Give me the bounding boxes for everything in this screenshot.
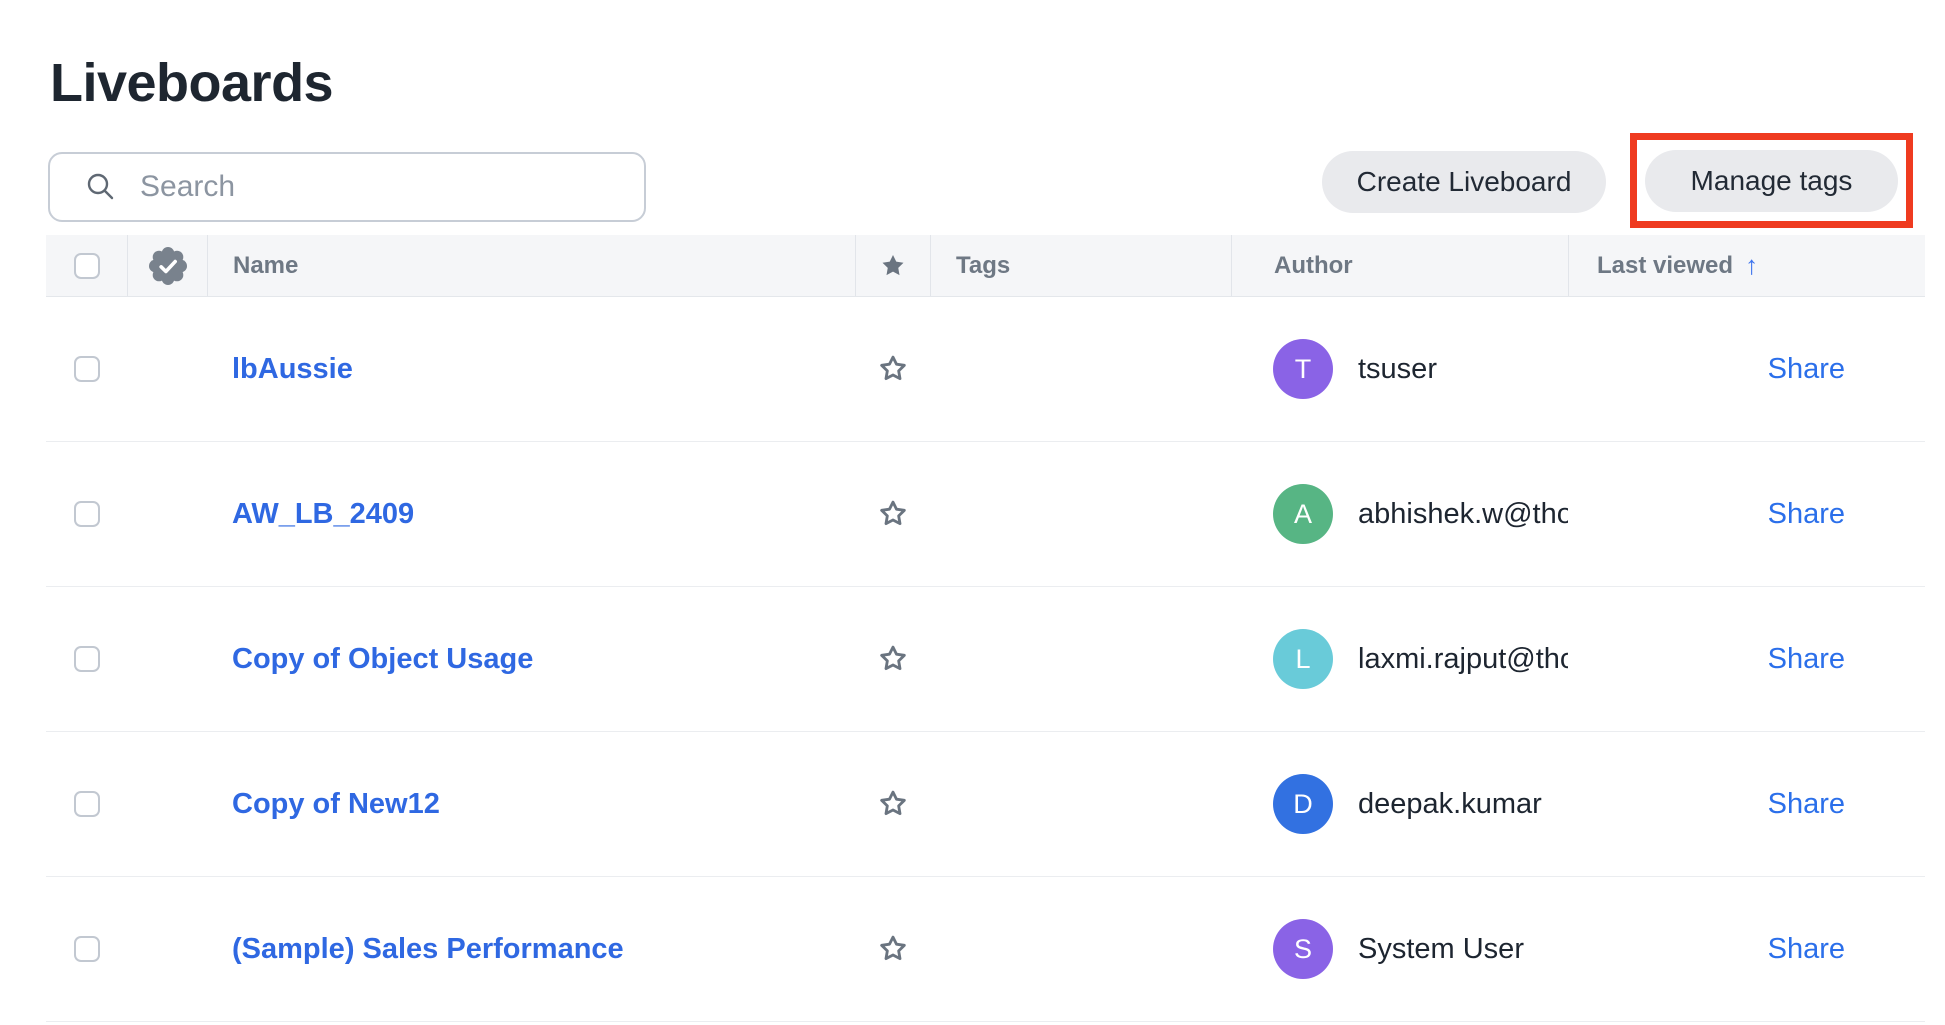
select-all-checkbox[interactable] [73, 252, 100, 279]
row-verified-cell [127, 587, 207, 731]
star-outline-icon [879, 645, 906, 671]
row-tags-cell [930, 442, 1231, 586]
column-header-author[interactable]: Author [1231, 235, 1568, 296]
author-avatar: D [1273, 774, 1333, 834]
row-tags-cell [930, 297, 1231, 441]
row-checkbox[interactable] [73, 356, 100, 382]
favorite-star-button[interactable] [876, 352, 910, 386]
author-name: laxmi.rajput@thc [1358, 642, 1568, 675]
header-select-all-cell [46, 235, 127, 296]
share-link[interactable]: Share [1767, 787, 1845, 820]
manage-tags-button[interactable]: Manage tags [1645, 149, 1898, 212]
share-link[interactable]: Share [1767, 642, 1845, 675]
liveboard-name-link[interactable]: AW_LB_2409 [232, 497, 415, 530]
author-name: System User [1358, 932, 1524, 965]
star-outline-icon [879, 500, 906, 526]
favorite-star-button[interactable] [876, 642, 910, 676]
row-verified-cell [127, 297, 207, 441]
row-verified-cell [127, 732, 207, 876]
author-avatar: S [1273, 919, 1333, 979]
star-outline-icon [879, 935, 906, 961]
author-name: deepak.kumar [1358, 787, 1542, 820]
share-link[interactable]: Share [1767, 497, 1845, 530]
star-outline-icon [879, 355, 906, 381]
row-checkbox[interactable] [73, 646, 100, 672]
manage-tags-highlight-box: Manage tags [1630, 133, 1913, 228]
last-viewed-label: Last viewed [1597, 251, 1734, 279]
sort-ascending-icon[interactable]: ↑ [1745, 250, 1759, 280]
column-header-last-viewed[interactable]: Last viewed ↑ [1568, 235, 1925, 296]
table-row: (Sample) Sales Performance S System User… [46, 877, 1925, 1022]
search-box[interactable] [48, 152, 646, 222]
share-link[interactable]: Share [1767, 352, 1845, 385]
liveboard-name-link[interactable]: Copy of New12 [232, 787, 440, 820]
table-row: Copy of New12 D deepak.kumar Share [46, 732, 1925, 877]
liveboards-table: Name Tags Author Last viewed ↑ lbAussie [46, 235, 1925, 1022]
column-header-favorite[interactable] [855, 235, 930, 296]
row-tags-cell [930, 877, 1231, 1021]
author-name: abhishek.w@tho [1358, 497, 1568, 530]
search-input[interactable] [140, 170, 624, 204]
create-liveboard-button[interactable]: Create Liveboard [1322, 151, 1606, 213]
author-avatar: L [1273, 629, 1333, 689]
favorite-star-button[interactable] [876, 932, 910, 966]
table-row: lbAussie T tsuser Share [46, 297, 1925, 442]
favorite-star-button[interactable] [876, 787, 910, 821]
liveboard-name-link[interactable]: (Sample) Sales Performance [232, 932, 624, 965]
favorite-star-button[interactable] [876, 497, 910, 531]
share-link[interactable]: Share [1767, 932, 1845, 965]
liveboard-name-link[interactable]: Copy of Object Usage [232, 642, 534, 675]
search-icon [87, 173, 114, 200]
header-verified-cell [127, 235, 207, 296]
row-verified-cell [127, 442, 207, 586]
table-header-row: Name Tags Author Last viewed ↑ [46, 235, 1925, 297]
table-row: AW_LB_2409 A abhishek.w@tho Share [46, 442, 1925, 587]
row-tags-cell [930, 732, 1231, 876]
author-name: tsuser [1358, 352, 1437, 385]
author-avatar: T [1273, 339, 1333, 399]
table-row: Copy of Object Usage L laxmi.rajput@thc … [46, 587, 1925, 732]
column-header-name[interactable]: Name [207, 235, 855, 296]
author-avatar: A [1273, 484, 1333, 544]
liveboard-name-link[interactable]: lbAussie [232, 352, 353, 385]
column-header-tags: Tags [930, 235, 1231, 296]
page-title: Liveboards [50, 53, 334, 113]
row-checkbox[interactable] [73, 501, 100, 527]
star-outline-icon [879, 790, 906, 816]
star-filled-icon [882, 254, 904, 275]
verified-badge-icon[interactable] [148, 246, 187, 285]
row-checkbox[interactable] [73, 791, 100, 817]
row-tags-cell [930, 587, 1231, 731]
row-checkbox[interactable] [73, 936, 100, 962]
row-verified-cell [127, 877, 207, 1021]
